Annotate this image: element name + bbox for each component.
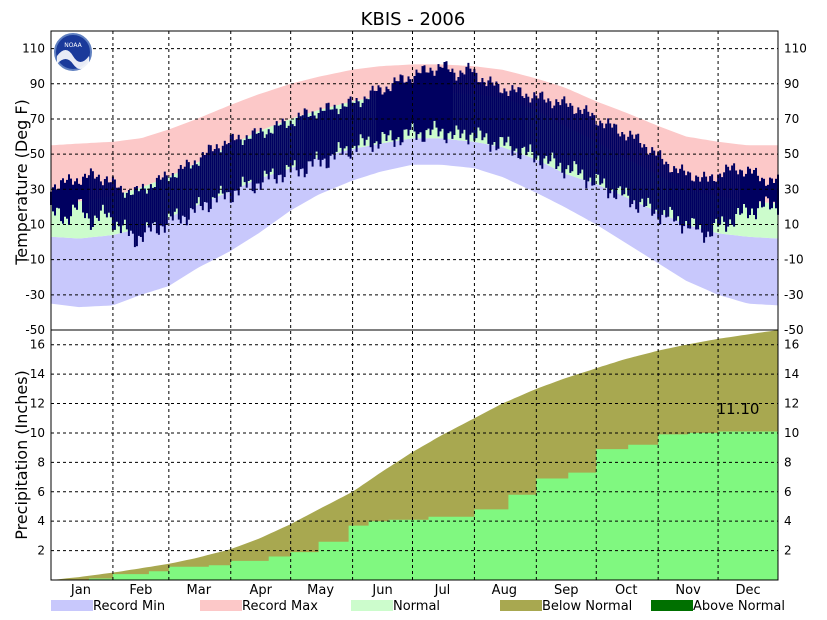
precip-tick-left: 16: [30, 338, 45, 352]
plot-frame: [50, 30, 779, 581]
temp-tick-right: 50: [784, 147, 799, 161]
precip-tick-left: 6: [37, 485, 45, 499]
precip-tick-left: 10: [30, 426, 45, 440]
month-label: Jan: [70, 583, 91, 598]
legend-swatch: [651, 600, 693, 611]
precip-tick-left: 12: [30, 397, 45, 411]
temp-tick-right: 90: [784, 77, 799, 91]
month-label: Jun: [371, 583, 392, 598]
temp-tick-right: 70: [784, 112, 799, 126]
precipitation-panel: [51, 330, 778, 580]
precip-tick-left: 2: [37, 544, 45, 558]
precip-tick-right: 16: [784, 338, 799, 352]
legend-label: Above Normal: [693, 599, 785, 614]
month-label: Nov: [675, 583, 701, 598]
legend-swatch: [500, 600, 542, 611]
legend-swatch: [200, 600, 242, 611]
month-label: May: [307, 583, 334, 598]
month-label: Sep: [554, 583, 579, 598]
tick-labels: 110 110 90 90 70 70 50 50 30 30 10 10 -10 -10 -30 -30 -5…: [22, 42, 807, 598]
temp-tick-right: -30: [784, 288, 804, 302]
month-label: Oct: [615, 583, 637, 598]
logo-text: NOAA: [64, 42, 82, 49]
legend-label: Record Min: [93, 599, 165, 614]
precipitation-axis-label: Precipitation (Inches): [12, 370, 31, 540]
month-label: Dec: [735, 583, 760, 598]
temp-tick-left: 110: [22, 42, 45, 56]
temp-tick-left: 70: [30, 112, 45, 126]
temp-tick-right: -10: [784, 253, 804, 267]
temp-tick-left: -10: [25, 253, 45, 267]
precip-tick-left: 14: [30, 367, 45, 381]
temperature-axis-label: Temperature (Deg F): [12, 99, 31, 266]
observed-precip-area: [51, 416, 778, 580]
temp-tick-left: 30: [30, 182, 45, 196]
precip-tick-left: 4: [37, 514, 45, 528]
temp-tick-left: 50: [30, 147, 45, 161]
month-label: Aug: [492, 583, 517, 598]
precip-tick-right: 2: [784, 544, 792, 558]
precip-tick-right: 14: [784, 367, 799, 381]
month-label: Feb: [129, 583, 152, 598]
chart-title: KBIS - 2006: [361, 9, 466, 30]
month-label: Mar: [187, 583, 212, 598]
temp-tick-left: -50: [25, 323, 45, 337]
legend-label: Below Normal: [542, 599, 632, 614]
legend-label: Record Max: [242, 599, 318, 614]
legend-label: Normal: [393, 599, 440, 614]
legend: Record Min Record Max Normal Below Normal Ab…: [51, 599, 785, 614]
temperature-panel: [50, 61, 779, 308]
record-min-band: [51, 138, 778, 308]
precip-tick-right: 12: [784, 397, 799, 411]
precip-tick-right: 8: [784, 455, 792, 469]
precip-total-annotation: 11.10: [717, 400, 760, 418]
temp-tick-right: 110: [784, 42, 807, 56]
noaa-logo-icon: NOAA: [54, 33, 92, 71]
plot-border: [50, 30, 779, 581]
temp-tick-left: 10: [30, 217, 45, 231]
precip-tick-right: 4: [784, 514, 792, 528]
temp-tick-left: -30: [25, 288, 45, 302]
precip-tick-right: 6: [784, 485, 792, 499]
legend-swatch: [51, 600, 93, 611]
legend-swatch: [351, 600, 393, 611]
month-label: Jul: [434, 583, 451, 598]
month-label: Apr: [249, 583, 272, 598]
temp-tick-left: 90: [30, 77, 45, 91]
precip-tick-left: 8: [37, 455, 45, 469]
temp-tick-right: 30: [784, 182, 799, 196]
precip-tick-right: 10: [784, 426, 799, 440]
temp-tick-right: -50: [784, 323, 804, 337]
temp-tick-right: 10: [784, 217, 799, 231]
